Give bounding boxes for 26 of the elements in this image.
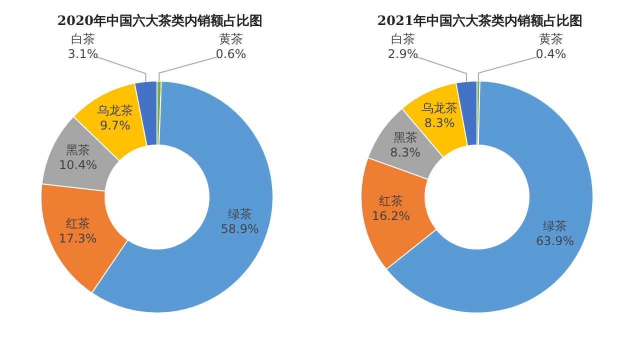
data-label: 8.3% xyxy=(390,145,421,160)
chart-title: 2021年中国六大茶类内销额占比图 xyxy=(376,12,584,30)
data-label: 2.9% xyxy=(388,47,418,61)
slice-label: 黑茶 xyxy=(393,130,418,144)
slice-label: 红茶 xyxy=(378,194,403,208)
data-label: 17.3% xyxy=(58,231,97,246)
chart-title: 2020年中国六大茶类内销额占比图 xyxy=(56,12,264,30)
slice-label: 绿茶 xyxy=(228,207,252,222)
data-label: 58.9% xyxy=(220,222,259,236)
slice-label: 黑茶 xyxy=(66,142,90,157)
slice-label: 红茶 xyxy=(66,216,90,230)
data-label: 8.3% xyxy=(424,116,455,130)
slice-label: 黄茶 xyxy=(219,32,243,46)
data-label: 10.4% xyxy=(59,158,98,172)
slice-label: 乌龙茶 xyxy=(422,101,458,116)
data-label: 3.1% xyxy=(68,47,98,61)
data-label: 0.4% xyxy=(536,47,566,61)
data-label: 9.7% xyxy=(100,118,130,132)
slice-label: 白茶 xyxy=(391,32,415,46)
data-label: 63.9% xyxy=(536,234,574,248)
slice-label: 黄茶 xyxy=(539,32,563,46)
data-label: 0.6% xyxy=(216,47,246,61)
slice-label: 绿茶 xyxy=(543,218,568,233)
slice-label: 白茶 xyxy=(71,32,95,46)
data-label: 16.2% xyxy=(372,209,410,224)
slice-label: 乌龙茶 xyxy=(97,103,134,118)
